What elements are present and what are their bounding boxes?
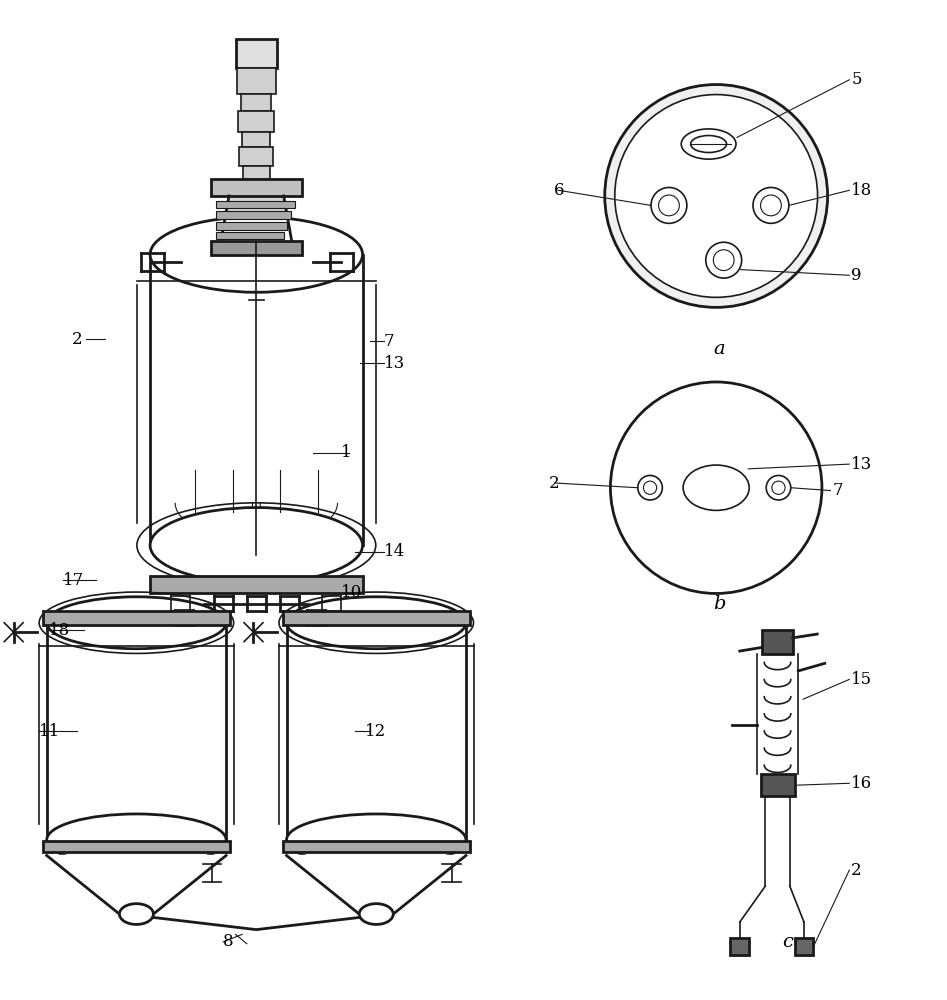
Ellipse shape	[690, 136, 726, 153]
Ellipse shape	[611, 382, 822, 593]
Ellipse shape	[46, 814, 226, 866]
Text: 2: 2	[851, 862, 862, 879]
Text: 7: 7	[832, 482, 843, 499]
Ellipse shape	[151, 508, 363, 583]
Text: 13: 13	[851, 456, 872, 473]
Ellipse shape	[287, 814, 466, 866]
Ellipse shape	[151, 217, 363, 292]
Bar	[243, 166, 270, 179]
Bar	[216, 211, 292, 219]
Polygon shape	[287, 855, 466, 914]
Bar	[242, 132, 271, 147]
Bar	[43, 841, 230, 852]
Text: 10: 10	[341, 584, 363, 601]
Bar	[216, 201, 295, 208]
Ellipse shape	[119, 904, 153, 924]
Text: 12: 12	[365, 723, 386, 740]
Text: 15: 15	[851, 671, 872, 688]
Text: a: a	[713, 340, 724, 358]
Text: b: b	[713, 595, 725, 613]
Bar	[730, 938, 749, 955]
Text: 11: 11	[39, 723, 61, 740]
Ellipse shape	[651, 187, 687, 223]
Text: 2: 2	[549, 475, 560, 492]
Ellipse shape	[46, 597, 226, 649]
Bar	[216, 222, 287, 230]
Ellipse shape	[643, 481, 656, 494]
Text: 14: 14	[384, 543, 405, 560]
Bar	[237, 68, 277, 94]
Ellipse shape	[658, 195, 679, 216]
Bar	[216, 232, 284, 239]
Ellipse shape	[637, 475, 662, 500]
Bar	[283, 841, 470, 852]
Text: 6: 6	[554, 182, 564, 199]
Ellipse shape	[766, 475, 791, 500]
Text: 2: 2	[72, 331, 82, 348]
Text: 16: 16	[851, 775, 872, 792]
Text: 18: 18	[851, 182, 872, 199]
Bar	[241, 94, 272, 111]
Bar	[43, 611, 230, 625]
Bar	[151, 576, 363, 593]
Bar	[762, 630, 793, 654]
Bar	[760, 774, 795, 796]
Text: 1: 1	[341, 444, 352, 461]
Text: 18: 18	[48, 622, 70, 639]
Ellipse shape	[615, 95, 817, 297]
Ellipse shape	[753, 187, 789, 223]
Ellipse shape	[713, 250, 734, 271]
Text: 5: 5	[851, 71, 862, 88]
Ellipse shape	[681, 129, 736, 159]
Bar	[236, 39, 277, 68]
Ellipse shape	[760, 195, 781, 216]
Text: 7: 7	[384, 333, 394, 350]
Ellipse shape	[706, 242, 742, 278]
Bar	[240, 147, 274, 166]
Text: 9: 9	[851, 267, 862, 284]
Polygon shape	[221, 196, 292, 241]
Polygon shape	[46, 855, 226, 914]
Bar	[211, 179, 302, 196]
Bar	[211, 241, 302, 255]
Text: 8: 8	[223, 933, 234, 950]
Bar	[795, 938, 813, 955]
Ellipse shape	[287, 597, 466, 649]
Bar	[239, 111, 275, 132]
Ellipse shape	[772, 481, 785, 494]
Text: 17: 17	[63, 572, 84, 589]
Text: 13: 13	[384, 355, 405, 372]
Ellipse shape	[605, 85, 828, 307]
Bar	[283, 611, 470, 625]
Ellipse shape	[683, 465, 749, 510]
Ellipse shape	[359, 904, 393, 924]
Text: c: c	[782, 933, 794, 951]
